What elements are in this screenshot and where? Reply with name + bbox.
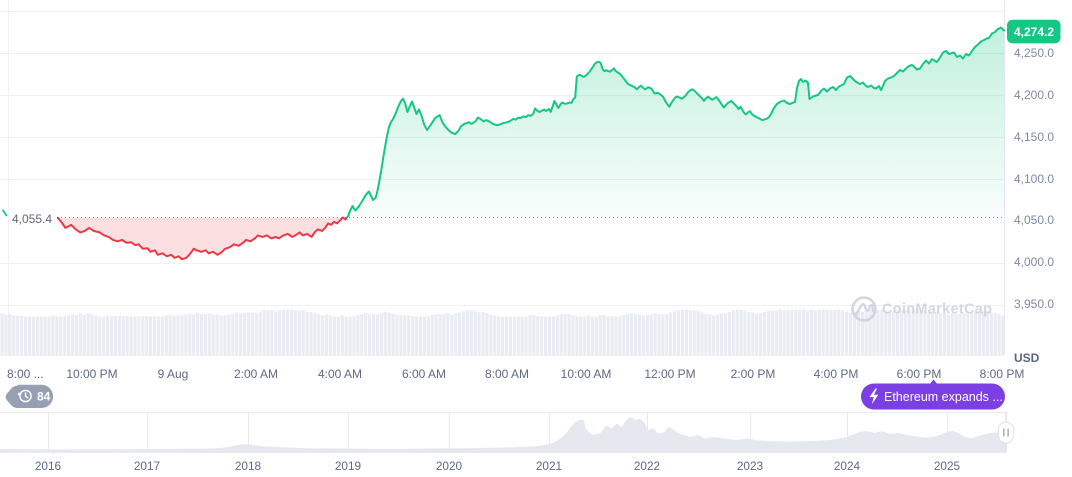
svg-text:4:00 AM: 4:00 AM [318,367,362,381]
svg-text:2024: 2024 [834,459,861,473]
svg-text:2:00 PM: 2:00 PM [731,367,776,381]
svg-text:4,100.0: 4,100.0 [1014,172,1054,186]
svg-text:2016: 2016 [35,459,62,473]
svg-text:8:00 AM: 8:00 AM [485,367,529,381]
svg-text:84: 84 [37,390,51,404]
svg-text:2:00 AM: 2:00 AM [234,367,278,381]
svg-text:2022: 2022 [634,459,660,473]
svg-text:4,055.4: 4,055.4 [12,212,52,226]
svg-text:CoinMarketCap: CoinMarketCap [882,302,992,318]
svg-text:2018: 2018 [235,459,262,473]
svg-text:9 Aug: 9 Aug [158,367,189,381]
svg-text:4,200.0: 4,200.0 [1014,88,1054,102]
svg-text:USD: USD [1014,351,1040,365]
svg-text:6:00 AM: 6:00 AM [402,367,446,381]
svg-text:4,250.0: 4,250.0 [1014,46,1054,60]
svg-text:4,274.2: 4,274.2 [1014,25,1054,39]
svg-text:10:00 PM: 10:00 PM [66,367,117,381]
svg-text:4,150.0: 4,150.0 [1014,130,1054,144]
svg-text:2017: 2017 [134,459,160,473]
svg-text:2020: 2020 [436,459,463,473]
svg-text:2019: 2019 [335,459,361,473]
svg-text:4:00 PM: 4:00 PM [814,367,859,381]
svg-text:2021: 2021 [536,459,562,473]
svg-text:3,950.0: 3,950.0 [1014,297,1054,311]
svg-text:8:00 PM: 8:00 PM [980,367,1025,381]
svg-text:4,050.0: 4,050.0 [1014,213,1054,227]
svg-text:Ethereum expands ...: Ethereum expands ... [884,390,1003,404]
svg-text:8:00 ...: 8:00 ... [7,367,44,381]
svg-text:2023: 2023 [737,459,764,473]
svg-text:12:00 PM: 12:00 PM [644,367,695,381]
svg-text:2025: 2025 [934,459,961,473]
svg-text:10:00 AM: 10:00 AM [561,367,612,381]
svg-text:6:00 PM: 6:00 PM [897,367,942,381]
svg-text:4,000.0: 4,000.0 [1014,255,1054,269]
